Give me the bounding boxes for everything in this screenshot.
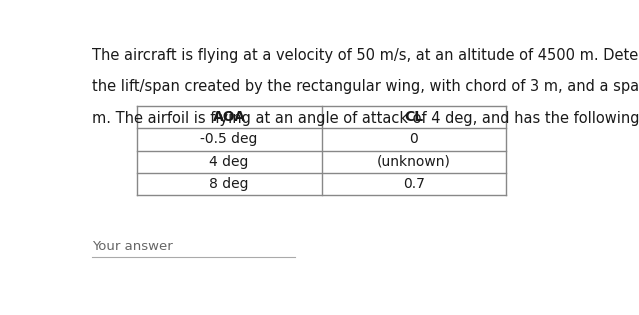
Text: CL: CL (404, 110, 423, 124)
Text: 0: 0 (410, 132, 418, 146)
Text: m. The airfoil is flying at an angle of attack of 4 deg, and has the following d: m. The airfoil is flying at an angle of … (92, 111, 639, 126)
Text: -0.5 deg: -0.5 deg (201, 132, 258, 146)
Text: 0.7: 0.7 (403, 177, 424, 191)
Text: the lift/span created by the rectangular wing, with chord of 3 m, and a span of : the lift/span created by the rectangular… (92, 79, 639, 94)
Text: Your answer: Your answer (92, 240, 173, 253)
Text: 4 deg: 4 deg (210, 155, 249, 169)
Text: (unknown): (unknown) (377, 155, 450, 169)
Text: AOA: AOA (213, 110, 245, 124)
Text: 8 deg: 8 deg (210, 177, 249, 191)
Text: The aircraft is flying at a velocity of 50 m/s, at an altitude of 4500 m. Determ: The aircraft is flying at a velocity of … (92, 48, 639, 62)
